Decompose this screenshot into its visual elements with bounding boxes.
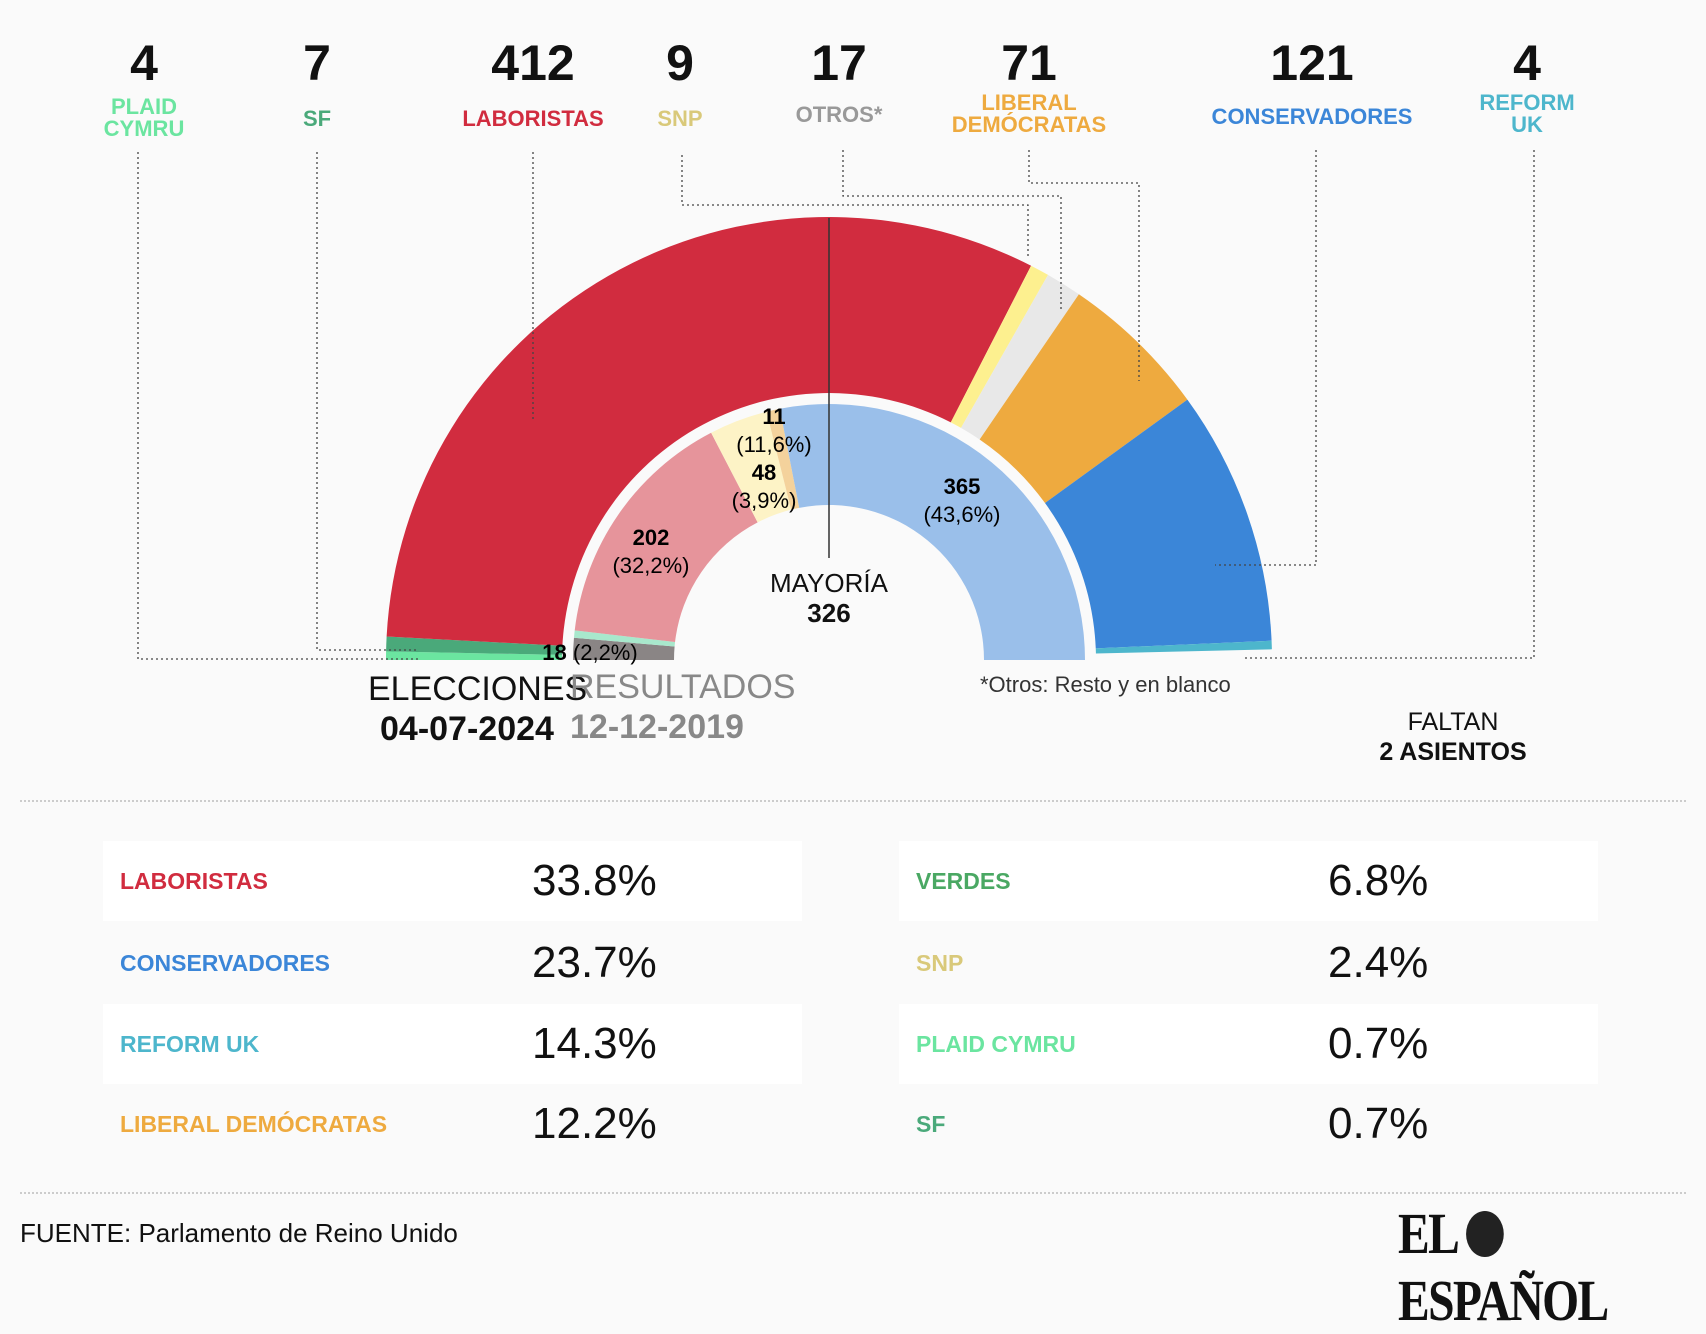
party-name: LABORISTAS (120, 867, 268, 894)
seat-count: 4 (1513, 35, 1541, 91)
vote-share-row: VERDES 6.8% (899, 841, 1598, 921)
seat-count: 17 (811, 35, 867, 91)
seat-count: 71 (1001, 35, 1057, 91)
previous-seat-segment (573, 630, 676, 647)
previous-seat-count: 202 (633, 525, 670, 550)
seat-count: 4 (130, 35, 158, 91)
leader-line (316, 152, 417, 651)
previous-seat-pct: (43,6%) (923, 502, 1000, 527)
leader-line (681, 155, 1029, 256)
current-seat-segment (386, 651, 563, 660)
seat-count: 7 (303, 35, 331, 91)
previous-seat-segment (779, 404, 1085, 660)
vote-share-value: 14.3% (532, 1019, 657, 1068)
current-seat-segment (1045, 399, 1272, 649)
previous-label: RESULTADOS (570, 668, 796, 706)
current-seat-segment (386, 216, 1032, 646)
lion-icon (1465, 1211, 1504, 1257)
leader-line (842, 150, 1062, 310)
previous-seat-pct: (32,2%) (612, 553, 689, 578)
current-label: ELECCIONES (368, 670, 588, 708)
party-label: SNP (657, 106, 703, 131)
parliament-chart: 18 (2,2%) 202 (32,2%) 48 (3,9%) 11 (11,6%) 365 (… (137, 150, 1535, 665)
party-name: VERDES (916, 867, 1011, 894)
others-note: *Otros: Resto y en blanco (980, 672, 1231, 697)
party-name: SF (916, 1110, 946, 1137)
seat-count: 121 (1270, 35, 1354, 91)
vote-share-value: 33.8% (532, 856, 657, 905)
party-name: LIBERAL DEMÓCRATAS (120, 1110, 388, 1137)
party-name: PLAID CYMRU (916, 1030, 1076, 1057)
vote-share-value: 2.4% (1328, 938, 1429, 987)
vote-share-value: 0.7% (1328, 1019, 1429, 1068)
previous-date: 12-12-2019 (570, 708, 744, 746)
party-name: CONSERVADORES (120, 949, 331, 976)
previous-seat-label: 18 (2,2%) (542, 640, 637, 665)
previous-seat-count: 365 (944, 474, 981, 499)
previous-seat-segment (766, 408, 800, 510)
vote-share-value: 23.7% (532, 938, 657, 987)
current-seat-segment (1095, 640, 1272, 654)
current-seat-segment (386, 636, 563, 655)
party-label: LABORISTAS (462, 106, 604, 131)
majority-label: MAYORÍA (770, 568, 888, 598)
vote-share-row: LIBERAL DEMÓCRATAS 12.2% (103, 1084, 802, 1164)
vote-share-row: CONSERVADORES 23.7% (103, 923, 802, 1003)
current-seat-segment (979, 294, 1188, 504)
vote-share-row: REFORM UK 14.3% (103, 1004, 802, 1084)
party-label: OTROS* (795, 102, 883, 127)
vote-share-row: LABORISTAS 33.8% (103, 841, 802, 921)
previous-seat-segment (574, 432, 758, 643)
vote-share-value: 12.2% (532, 1099, 657, 1148)
vote-share-value: 6.8% (1328, 856, 1429, 905)
previous-seat-count: 48 (752, 460, 776, 485)
vote-share-row: SNP 2.4% (899, 923, 1598, 1003)
leader-line (1028, 150, 1140, 381)
current-date: 04-07-2024 (380, 710, 554, 748)
party-label: LIBERAL DEMÓCRATAS (951, 90, 1107, 137)
leader-line (1215, 150, 1317, 566)
vote-share-value: 0.7% (1328, 1099, 1429, 1148)
previous-seat-segment (711, 411, 792, 523)
divider (20, 800, 1686, 802)
current-seat-segment (950, 265, 1049, 428)
previous-seat-pct: (3,9%) (732, 488, 797, 513)
party-name: SNP (916, 949, 964, 976)
party-name: REFORM UK (120, 1030, 260, 1057)
seat-count: 412 (491, 35, 575, 91)
seat-count: 9 (666, 35, 694, 91)
source: FUENTE: Parlamento de Reino Unido (20, 1218, 458, 1248)
current-seat-segment (961, 274, 1079, 440)
el-espanol-logo: EL ESPAÑOL (1398, 1201, 1609, 1333)
previous-seat-count: 11 (762, 404, 785, 429)
party-label: REFORM UK (1479, 90, 1575, 137)
leader-line (1245, 150, 1535, 659)
majority-value: 326 (807, 598, 851, 628)
missing-seats-2: 2 ASIENTOS (1379, 738, 1527, 766)
party-label: SF (302, 106, 332, 131)
vote-share-row: SF 0.7% (899, 1084, 1598, 1164)
party-label: CONSERVADORES (1211, 104, 1413, 129)
previous-seat-segment (573, 637, 675, 660)
missing-seats-1: FALTAN (1407, 708, 1499, 736)
divider (20, 1192, 1686, 1194)
party-label: PLAID CYMRU (103, 94, 185, 141)
vote-share-row: PLAID CYMRU 0.7% (899, 1004, 1598, 1084)
leader-line (137, 152, 419, 660)
previous-seat-pct: (11,6%) (736, 432, 811, 457)
